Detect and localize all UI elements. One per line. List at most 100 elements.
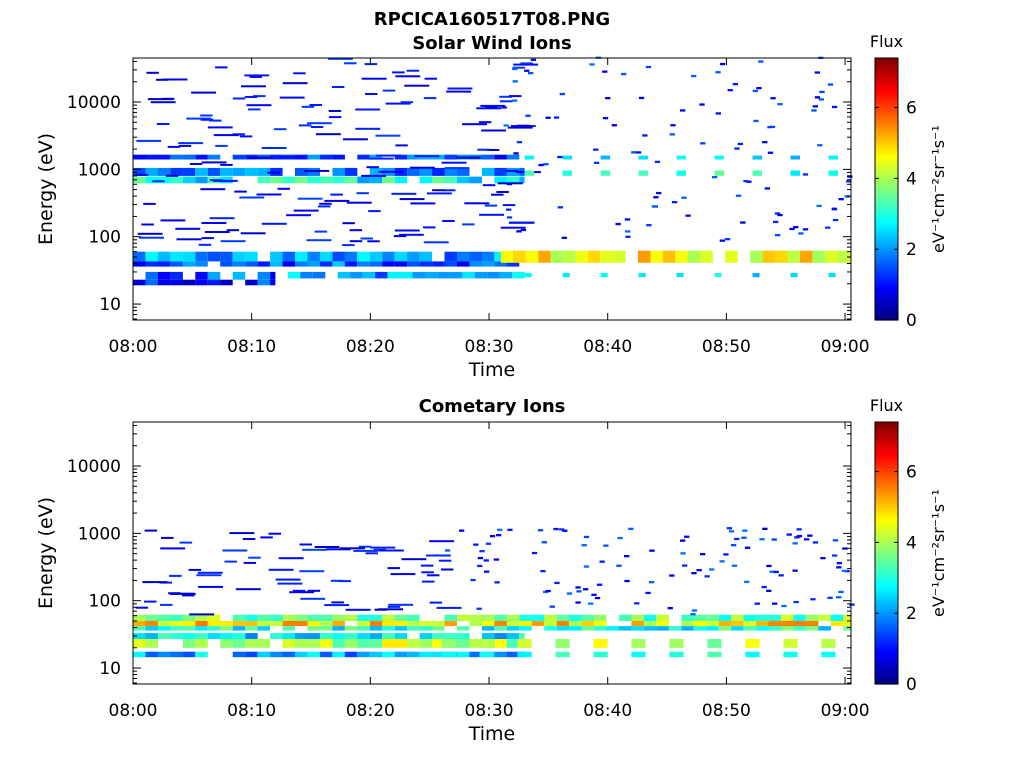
heatmap-cell xyxy=(207,251,221,262)
heatmap-cell xyxy=(793,226,799,229)
colorbar-title: Flux xyxy=(870,396,903,415)
heatmap-cell xyxy=(432,639,445,648)
colorbar-segment xyxy=(875,520,898,525)
heatmap-cell xyxy=(545,589,551,593)
heatmap-cell xyxy=(344,633,358,639)
heatmap-cell xyxy=(145,614,158,621)
heatmap-cell xyxy=(575,586,581,589)
heatmap-cell xyxy=(220,626,233,631)
heatmap-cell xyxy=(412,271,425,279)
heatmap-cell xyxy=(220,639,233,648)
heatmap-cell xyxy=(155,78,169,81)
x-tick-label: 08:10 xyxy=(227,337,276,357)
heatmap-cell xyxy=(600,250,614,263)
heatmap-cell xyxy=(270,614,283,621)
heatmap-cell xyxy=(792,542,798,545)
heatmap-cell xyxy=(631,651,646,658)
heatmap-cell xyxy=(169,574,182,577)
heatmap-cell xyxy=(718,614,732,621)
heatmap-cell xyxy=(395,144,408,147)
heatmap-cell xyxy=(325,548,351,551)
heatmap-cell xyxy=(494,261,507,267)
heatmap-cell xyxy=(691,572,697,575)
heatmap-cell xyxy=(342,222,355,225)
heatmap-cell xyxy=(419,626,433,631)
heatmap-cell xyxy=(139,236,164,239)
heatmap-cell xyxy=(319,639,333,648)
colorbar-segment xyxy=(875,559,898,564)
colorbar-segment xyxy=(875,202,898,206)
heatmap-cell xyxy=(295,614,308,621)
heatmap-cell xyxy=(494,621,507,627)
heatmap-cell xyxy=(220,163,233,166)
heatmap-cell xyxy=(743,180,749,183)
colorbar-unit-label: eV⁻¹cm⁻²sr⁻¹s⁻¹ xyxy=(929,125,948,253)
heatmap-cell xyxy=(182,594,195,597)
heatmap-cell xyxy=(407,626,420,631)
heatmap-cell xyxy=(482,184,496,187)
heatmap-cell xyxy=(631,614,644,621)
heatmap-cell xyxy=(170,271,183,280)
colorbar-segment xyxy=(875,80,898,85)
heatmap-cell xyxy=(681,621,694,627)
heatmap-cell xyxy=(691,74,697,78)
heatmap-cell xyxy=(707,651,722,658)
heatmap-cell xyxy=(357,626,370,631)
colorbar-segment xyxy=(875,71,898,75)
heatmap-cell xyxy=(506,176,520,184)
heatmap-cell xyxy=(133,633,146,639)
heatmap-cell xyxy=(245,251,258,262)
heatmap-cell xyxy=(167,145,181,148)
heatmap-cell xyxy=(256,193,282,196)
heatmap-cell xyxy=(165,174,179,177)
heatmap-cell xyxy=(382,614,395,621)
heatmap-cell xyxy=(207,167,221,176)
heatmap-cell xyxy=(253,95,266,98)
heatmap-cell xyxy=(331,601,344,604)
heatmap-cell xyxy=(295,167,308,176)
colorbar-segment xyxy=(875,647,898,652)
colorbar-segment xyxy=(875,631,898,636)
heatmap-cell xyxy=(425,554,451,557)
colorbar-segment xyxy=(875,677,898,682)
heatmap-cell xyxy=(357,261,370,267)
heatmap-cell xyxy=(602,117,609,120)
heatmap-cell xyxy=(337,271,351,279)
colorbar-segment xyxy=(875,136,898,141)
heatmap-cell xyxy=(600,272,608,278)
heatmap-cell xyxy=(767,151,774,154)
heatmap-cell xyxy=(544,621,557,627)
heatmap-cell xyxy=(257,176,271,184)
colorbar-segment xyxy=(875,169,898,174)
heatmap-cell xyxy=(160,547,186,550)
heatmap-cell xyxy=(133,167,146,176)
heatmap-cell xyxy=(423,241,449,244)
heatmap-cell xyxy=(357,639,370,648)
colorbar-tick-label: 4 xyxy=(906,533,917,553)
heatmap-cell xyxy=(638,272,646,278)
heatmap-cell xyxy=(170,626,183,631)
heatmap-cell xyxy=(506,621,520,627)
colorbar-segment xyxy=(875,87,898,92)
heatmap-cell xyxy=(774,212,781,215)
heatmap-cell xyxy=(624,218,631,221)
colorbar-segment xyxy=(875,274,898,279)
heatmap-cell xyxy=(444,167,457,176)
heatmap-cell xyxy=(828,170,838,176)
heatmap-cell xyxy=(457,176,470,184)
colorbar-segment xyxy=(875,152,898,157)
colorbar-segment xyxy=(875,277,898,282)
heatmap-cell xyxy=(768,614,781,621)
colorbar-segment xyxy=(875,611,898,616)
colorbar-segment xyxy=(875,303,898,308)
heatmap-cell xyxy=(195,176,208,184)
heatmap-cell xyxy=(278,156,303,159)
heatmap-cell xyxy=(246,104,272,107)
heatmap-cell xyxy=(394,621,408,627)
heatmap-cell xyxy=(357,614,370,621)
heatmap-cell xyxy=(257,261,271,267)
heatmap-cell xyxy=(693,614,707,621)
heatmap-cell xyxy=(481,251,495,262)
heatmap-cell xyxy=(718,626,732,631)
heatmap-cell xyxy=(643,621,657,627)
